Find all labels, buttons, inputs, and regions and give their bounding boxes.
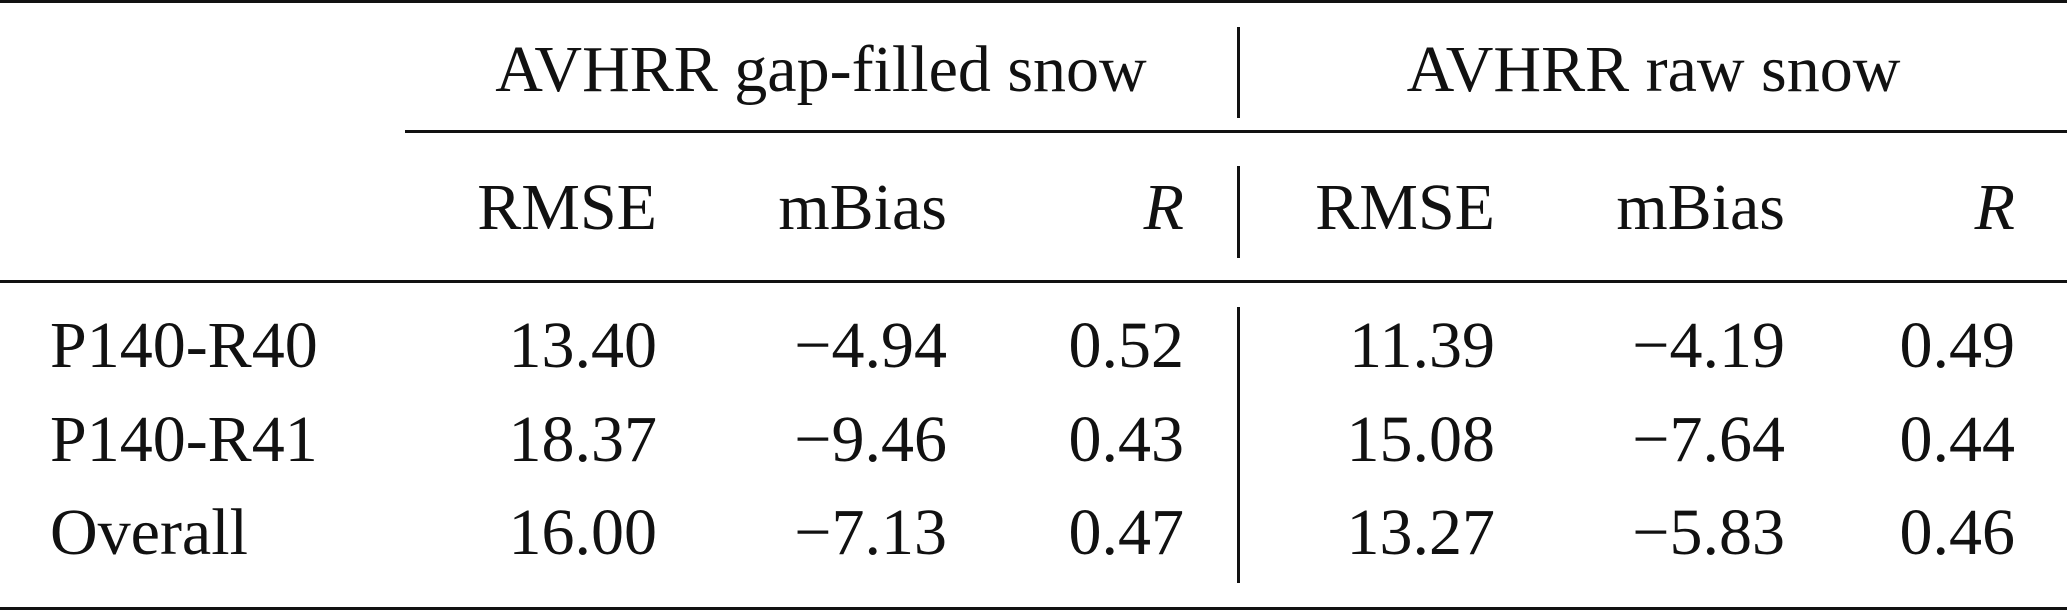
column-header-r: R: [1143, 171, 1184, 244]
group-divider-top: [1237, 27, 1240, 118]
column-header-r: R: [1974, 171, 2015, 244]
top-rule: [0, 0, 2067, 3]
row-label: P140-R41: [50, 403, 318, 476]
table-cell: −7.13: [794, 496, 947, 569]
table-cell: 15.08: [1346, 403, 1496, 476]
table-cell: −5.83: [1632, 496, 1785, 569]
table-cell: 0.49: [1899, 309, 2016, 382]
group-divider-body: [1237, 307, 1240, 583]
table-cell: 0.47: [1068, 496, 1185, 569]
table-cell: −9.46: [794, 403, 947, 476]
table-cell: 13.40: [508, 309, 658, 382]
header-rule: [0, 280, 2067, 283]
table-cell: 16.00: [508, 496, 658, 569]
table-cell: −4.94: [794, 309, 947, 382]
table-cell: 0.43: [1068, 403, 1185, 476]
row-label: P140-R40: [50, 309, 318, 382]
table-cell: 11.39: [1348, 309, 1495, 382]
column-header-rmse: RMSE: [1315, 171, 1495, 244]
table-cell: 13.27: [1346, 496, 1496, 569]
column-header-mbias: mBias: [778, 171, 947, 244]
table-cell: −7.64: [1632, 403, 1785, 476]
row-label: Overall: [50, 496, 248, 569]
group-header-raw: AVHRR raw snow: [1406, 33, 1901, 106]
column-header-mbias: mBias: [1616, 171, 1785, 244]
bottom-rule: [0, 607, 2067, 610]
table-cell: 0.52: [1068, 309, 1185, 382]
group-header-gap-filled: AVHRR gap-filled snow: [495, 33, 1147, 106]
group-divider-header: [1237, 166, 1240, 258]
table-cell: 18.37: [508, 403, 658, 476]
table-cell: −4.19: [1632, 309, 1785, 382]
table-cell: 0.44: [1899, 403, 2016, 476]
column-header-rmse: RMSE: [477, 171, 657, 244]
group-underline: [405, 130, 2067, 133]
table-cell: 0.46: [1899, 496, 2016, 569]
